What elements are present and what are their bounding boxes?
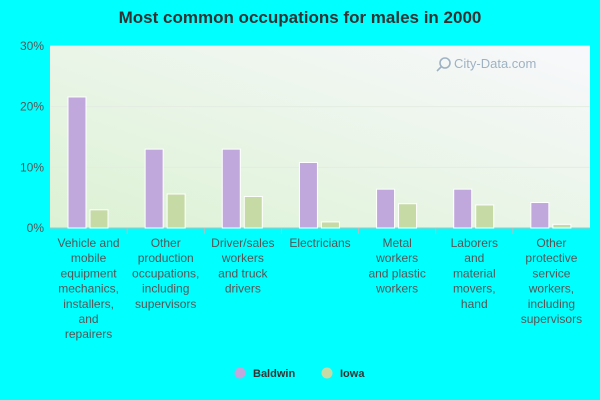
x-category-label-line: Electricians: [289, 236, 350, 250]
x-category-label-line: material: [453, 266, 496, 280]
x-category-label-line: occupations,: [132, 266, 199, 280]
bar-iowa[interactable]: [398, 203, 418, 229]
bar-baldwin[interactable]: [221, 148, 241, 229]
legend-label-iowa: Iowa: [340, 368, 365, 380]
bar-baldwin[interactable]: [453, 188, 473, 229]
x-category-label-line: and: [79, 312, 99, 326]
legend-swatch-baldwin: [234, 367, 246, 379]
bar-iowa[interactable]: [552, 223, 572, 229]
x-category-label-line: supervisors: [135, 297, 196, 311]
legend-swatch-iowa: [321, 367, 333, 379]
x-category-label: Electricians: [289, 236, 350, 250]
y-tick-label: 20%: [20, 100, 44, 114]
x-category-label: Vehicle and mobile equipment mechanics, inst…: [58, 236, 120, 341]
bar-baldwin[interactable]: [530, 202, 550, 229]
x-category-label-line: workers: [375, 251, 418, 265]
x-category-label-line: workers,: [528, 282, 574, 296]
bar-baldwin[interactable]: [298, 161, 318, 229]
x-category-label-line: repairers: [65, 327, 112, 341]
x-category-label-line: and truck: [218, 266, 268, 280]
bar-iowa[interactable]: [320, 221, 340, 229]
y-tick-label: 30%: [20, 39, 44, 53]
x-category-label-line: Metal: [382, 236, 411, 250]
y-tick-label: 0%: [27, 221, 45, 235]
x-category-label-line: installers,: [63, 297, 114, 311]
search-icon-handle: [436, 66, 442, 72]
x-category-label-line: movers,: [453, 282, 496, 296]
bar-iowa[interactable]: [243, 195, 263, 229]
x-category-label: Driver/sales workers and truck drivers: [211, 236, 274, 296]
x-category-label-line: including: [528, 297, 575, 311]
x-category-label: Laborers and material movers, hand: [451, 236, 498, 311]
x-category-label-line: hand: [461, 297, 488, 311]
x-category-label-line: Other: [151, 236, 181, 250]
x-category-label-line: workers: [221, 251, 264, 265]
bar-baldwin[interactable]: [144, 148, 164, 229]
x-category-label-line: workers: [375, 282, 418, 296]
x-category-label-line: Driver/sales: [211, 236, 274, 250]
x-category-label-line: service: [532, 266, 570, 280]
bar-iowa[interactable]: [166, 193, 186, 229]
x-category-label: Other protective service workers, including s…: [521, 236, 582, 326]
y-tick-label: 10%: [20, 160, 44, 174]
watermark: City-Data.com: [436, 56, 536, 72]
x-category-label: Metal workers and plastic workers: [368, 236, 425, 296]
x-category-label-line: including: [142, 282, 189, 296]
x-category-label-line: protective: [525, 251, 577, 265]
chart-title: Most common occupations for males in 200…: [118, 8, 482, 27]
x-category-label-line: mobile: [71, 251, 107, 265]
plot-area: [50, 46, 590, 228]
search-icon: [439, 57, 451, 69]
x-category-label-line: Other: [536, 236, 566, 250]
bar-iowa[interactable]: [89, 209, 109, 229]
x-category-label-line: supervisors: [521, 312, 582, 326]
x-category-label-line: and plastic: [368, 266, 425, 280]
x-category-label-line: Vehicle and: [58, 236, 120, 250]
x-category-label-line: mechanics,: [58, 282, 119, 296]
x-category-label-line: equipment: [61, 266, 118, 280]
bar-baldwin[interactable]: [376, 188, 396, 229]
watermark-text: City-Data.com: [454, 56, 536, 71]
legend-label-baldwin: Baldwin: [253, 368, 295, 380]
x-category-label-line: and: [464, 251, 484, 265]
bar-baldwin[interactable]: [67, 96, 87, 229]
x-category-label-line: production: [138, 251, 194, 265]
x-category-label: Other production occupations, including supe…: [132, 236, 199, 311]
x-category-label-line: drivers: [225, 282, 261, 296]
bar-iowa[interactable]: [475, 204, 495, 229]
x-category-label-line: Laborers: [451, 236, 498, 250]
